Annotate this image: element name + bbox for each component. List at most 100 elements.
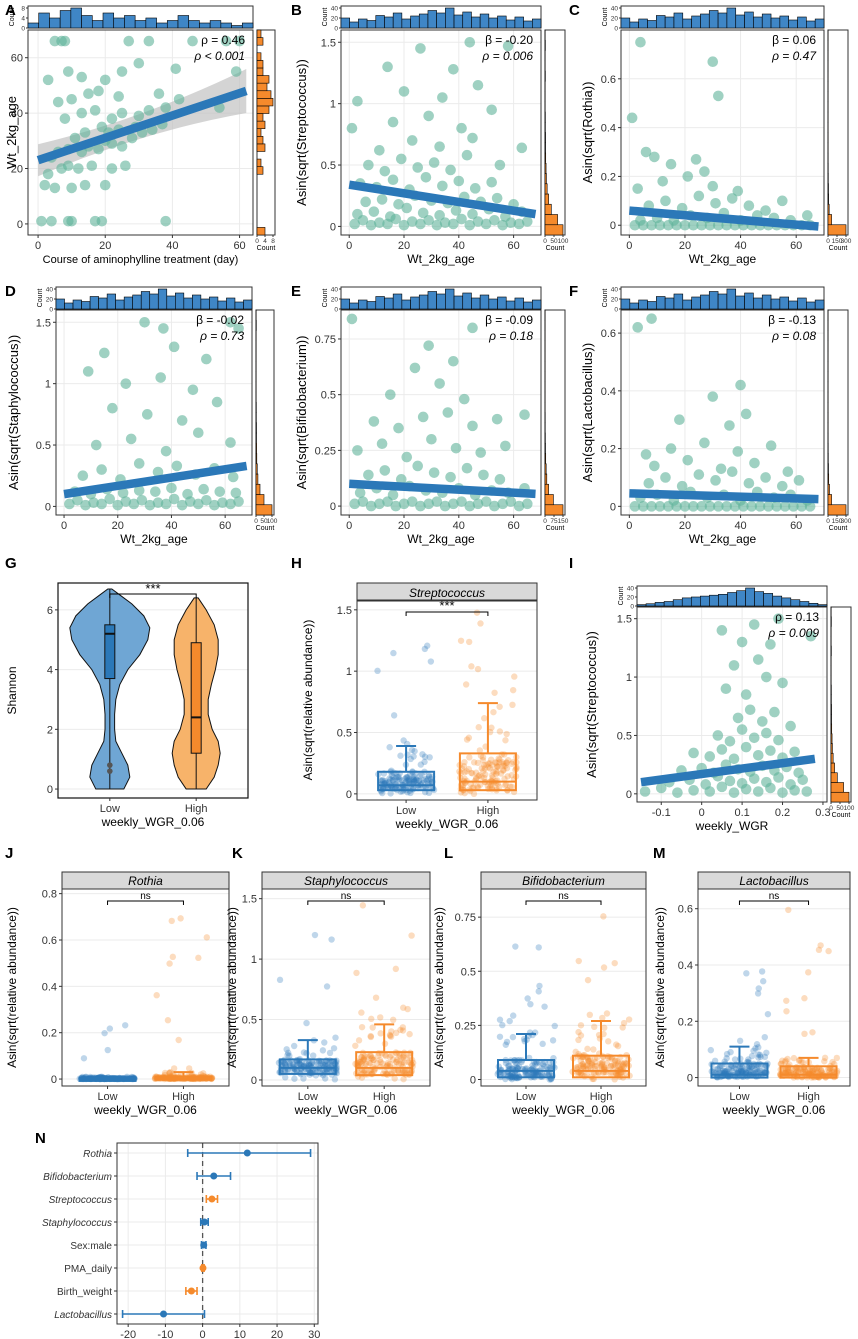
right-hist-axis-label: Count <box>829 525 848 532</box>
top-histogram-bar <box>779 15 789 29</box>
jitter-point <box>505 1062 513 1069</box>
jitter-point <box>418 771 425 779</box>
scatter-point <box>187 384 199 396</box>
top-histogram-bar <box>49 17 61 29</box>
scatter-point <box>467 132 478 144</box>
scatter-point <box>415 43 426 54</box>
scatter-point <box>765 440 777 452</box>
jitter-point <box>539 1060 547 1068</box>
jitter-point <box>164 1017 172 1024</box>
right-histogram-bar <box>256 90 272 99</box>
panel-letter: N <box>35 1130 46 1147</box>
scatter-point <box>513 500 525 512</box>
scatter-point <box>143 35 155 47</box>
jitter-point <box>368 1015 375 1023</box>
jitter-point <box>785 1068 792 1076</box>
jitter-point <box>509 1033 517 1041</box>
jitter-point <box>170 1065 178 1072</box>
top-histogram-bar <box>806 301 816 310</box>
panel-B: β = -0.20 ρ = 0.006 0 0.5 1 1.5 0 20 40 60 Wt_2kg_… <box>291 2 569 266</box>
scatter-point <box>793 475 805 486</box>
jitter-point <box>611 1057 619 1065</box>
scatter-point <box>143 105 155 116</box>
top-histogram-bar <box>645 603 656 607</box>
y-tick-label: 0 <box>626 789 632 801</box>
scatter-point <box>193 427 204 439</box>
scatter-point <box>83 88 94 100</box>
jitter-point <box>502 762 509 769</box>
jitter-point <box>716 1063 724 1070</box>
jitter-point <box>295 1060 303 1067</box>
jitter-point <box>723 1067 730 1074</box>
scatter-point <box>187 35 198 47</box>
jitter-point <box>424 776 431 783</box>
jitter-point <box>368 1055 375 1062</box>
jitter-point <box>483 761 490 769</box>
regression-line <box>36 86 248 165</box>
x-tick-label: 40 <box>453 240 465 252</box>
jitter-point <box>465 765 473 773</box>
top-hist-tick-label: 40 <box>46 287 54 294</box>
scatter-point <box>448 218 459 230</box>
jitter-point <box>425 789 433 797</box>
x-tick-label: 0.2 <box>775 807 790 819</box>
right-hist-tick-label: 300 <box>841 518 852 525</box>
jitter-point <box>413 776 420 783</box>
jitter-point <box>737 1068 744 1075</box>
jitter-point <box>608 1055 616 1063</box>
stat-p-value: ρ = 0.006 <box>481 49 533 63</box>
right-histogram-bar <box>830 752 834 764</box>
jitter-point <box>395 1068 403 1076</box>
scatter-point <box>442 407 454 418</box>
jitter-point <box>203 934 210 941</box>
x-category-label: Low <box>729 1091 749 1103</box>
top-histogram-bar <box>638 18 648 29</box>
top-histogram-bar <box>745 587 755 607</box>
jitter-point <box>599 1014 606 1022</box>
jitter-point <box>390 1067 398 1075</box>
scatter-point <box>776 480 788 492</box>
jitter-point <box>394 1068 402 1075</box>
top-hist-axis-label: Count <box>9 8 16 27</box>
scatter-point <box>740 689 752 700</box>
scatter-point <box>726 193 738 204</box>
x-tick-label: 60 <box>219 520 231 532</box>
top-histogram-bar <box>790 599 801 607</box>
jitter-point <box>536 982 543 990</box>
scatter-point <box>712 730 724 741</box>
scatter-point <box>763 501 774 512</box>
regression-line <box>348 180 537 219</box>
scatter-point <box>387 174 399 186</box>
jitter-point <box>828 1067 836 1074</box>
y-axis-label: Asin(sqrt(Streptococcus)) <box>294 59 309 206</box>
y-tick-label: 1.5 <box>617 614 632 626</box>
right-histogram-bar <box>255 473 259 485</box>
right-histogram-bar <box>827 473 830 485</box>
jitter-point <box>416 777 423 784</box>
x-axis-label: weekly_WGR_0.06 <box>294 1103 398 1117</box>
significance-bracket <box>738 900 810 905</box>
jitter-point <box>746 1065 753 1072</box>
scatter-point <box>168 493 180 505</box>
jitter-point <box>398 777 406 784</box>
x-tick-label: -10 <box>157 1329 173 1339</box>
jitter-point <box>737 1067 745 1075</box>
jitter-point <box>306 1061 313 1069</box>
panel-C: β = 0.06 ρ = 0.47 0 0.2 0.4 0.6 0 20 40 60 Wt_2kg_… <box>569 2 852 266</box>
scatter-point <box>657 176 669 187</box>
jitter-point <box>388 772 396 779</box>
right-histogram-bar <box>544 214 558 226</box>
significance-label: ns <box>140 891 151 902</box>
jitter-point <box>395 775 403 782</box>
scatter-point <box>79 179 91 191</box>
jitter-point <box>470 790 478 798</box>
scatter-point <box>707 391 719 402</box>
box-body <box>377 770 436 792</box>
scatter-point <box>456 496 467 507</box>
top-histogram-bar <box>462 11 472 29</box>
jitter-point <box>379 776 386 784</box>
jitter-point <box>579 1061 586 1068</box>
right-histogram-bar <box>544 173 547 185</box>
regression-line <box>63 461 248 499</box>
panel-letter: L <box>444 845 453 862</box>
